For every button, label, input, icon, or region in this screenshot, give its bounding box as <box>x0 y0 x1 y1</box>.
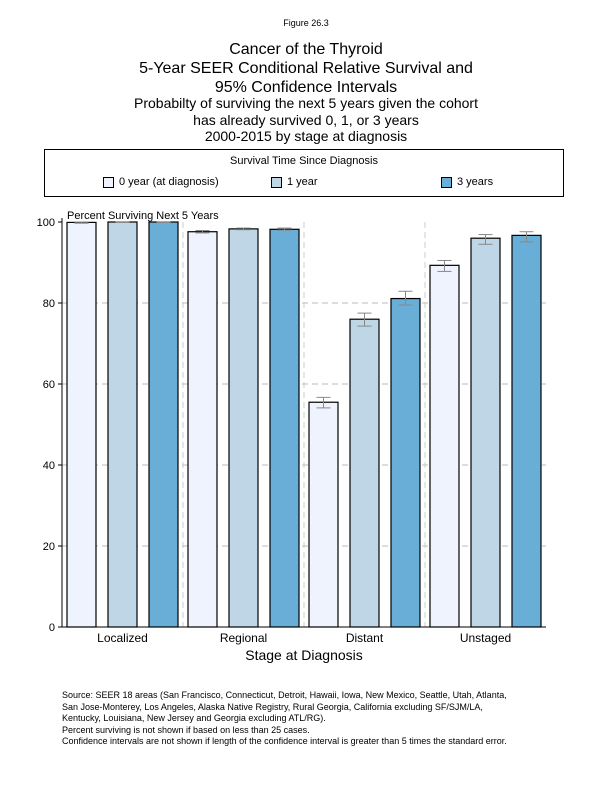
bar <box>107 221 138 628</box>
bar <box>511 234 542 628</box>
y-tick-label: 0 <box>49 622 55 634</box>
bar <box>269 228 300 628</box>
x-axis-label: Stage at Diagnosis <box>245 647 363 663</box>
bar <box>148 221 179 628</box>
legend-label: 3 years <box>457 176 494 188</box>
title-line: Cancer of the Thyroid <box>229 41 383 58</box>
y-tick-label: 20 <box>43 541 55 553</box>
bar-chart: 0 20 40 60 80 100 Localized Regional Distant Unst… <box>37 210 546 663</box>
legend-item: 3 years <box>441 176 493 188</box>
bar <box>429 264 460 628</box>
y-tick-label: 40 <box>43 460 55 472</box>
y-tick-label: 80 <box>43 298 55 310</box>
legend-item: 1 year <box>271 176 318 188</box>
legend-swatch <box>441 176 452 188</box>
subtitle-line: has already survived 0, 1, or 3 years <box>193 111 419 128</box>
legend-label: 0 year (at diagnosis) <box>119 176 219 188</box>
x-tick-label: Distant <box>346 631 384 645</box>
bar <box>187 231 218 628</box>
legend-label: 1 year <box>287 176 318 188</box>
legend-title: Survival Time Since Diagnosis <box>230 155 378 167</box>
bar <box>228 228 259 628</box>
source-line: San Jose-Monterey, Los Angeles, Alaska N… <box>62 701 483 712</box>
subtitle-line: Probabilty of surviving the next 5 years… <box>134 95 478 111</box>
legend-item: 0 year (at diagnosis) <box>103 176 219 188</box>
title-line: 5-Year SEER Conditional Relative Surviva… <box>139 60 473 77</box>
chart-subtitle: Probabilty of surviving the next 5 years… <box>0 95 612 145</box>
x-tick-label: Regional <box>220 631 267 645</box>
x-tick-label: Localized <box>97 631 148 645</box>
bar <box>470 237 501 628</box>
legend-swatch <box>103 176 114 188</box>
subtitle-line: 2000-2015 by stage at diagnosis <box>204 128 408 144</box>
legend-swatch <box>271 176 282 188</box>
y-tick-label: 60 <box>43 379 55 391</box>
chart-title: Cancer of the Thyroid 5-Year SEER Condit… <box>0 40 612 97</box>
source-notes: Source: SEER 18 areas (San Francisco, Co… <box>62 690 582 748</box>
title-line: 95% Confidence Intervals <box>214 79 398 96</box>
y-tick-label: 100 <box>37 217 55 229</box>
source-line: Confidence intervals are not shown if le… <box>62 736 507 746</box>
bar <box>308 401 339 628</box>
source-line: Kentucky, Louisiana, New Jersey and Geor… <box>62 713 326 723</box>
bar <box>390 297 421 628</box>
source-line: Source: SEER 18 areas (San Francisco, Co… <box>62 690 507 700</box>
y-axis-label: Percent Surviving Next 5 Years <box>67 210 219 222</box>
figure-label: Figure 26.3 <box>283 18 329 28</box>
legend: Survival Time Since Diagnosis 0 year (at… <box>44 149 564 197</box>
bar <box>66 221 97 628</box>
bar <box>349 318 380 628</box>
source-line: Percent surviving is not shown if based … <box>62 724 310 735</box>
x-tick-label: Unstaged <box>460 631 511 645</box>
